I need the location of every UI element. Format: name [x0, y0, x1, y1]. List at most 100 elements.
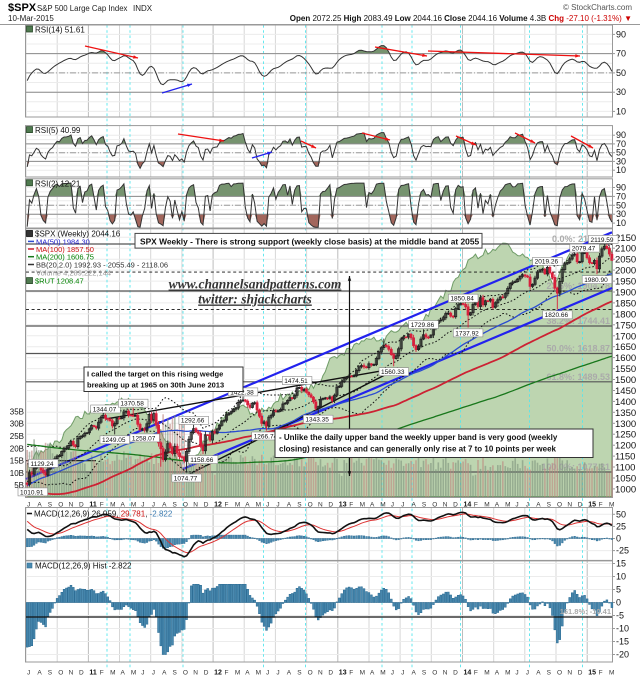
svg-text:1344.07: 1344.07 [93, 406, 117, 413]
svg-text:closing) resistance and can ge: closing) resistance and can generally on… [279, 445, 557, 454]
svg-text:15: 15 [588, 502, 596, 509]
svg-text:61.8%: 1489.53: 61.8%: 1489.53 [546, 372, 610, 382]
svg-text:MACD(12,26,9) 26.959, 29.781,: MACD(12,26,9) 26.959, 29.781, -2.822 [34, 510, 173, 519]
svg-text:M: M [505, 502, 510, 509]
svg-text:J: J [152, 502, 155, 509]
svg-text:1343.35: 1343.35 [305, 417, 329, 424]
svg-text:A: A [412, 502, 417, 509]
svg-text:A: A [370, 670, 375, 677]
svg-text:1820.66: 1820.66 [545, 312, 569, 319]
svg-text:1600: 1600 [615, 353, 636, 364]
svg-text:O: O [432, 502, 437, 509]
svg-text:30: 30 [616, 87, 626, 97]
svg-text:M: M [609, 670, 614, 677]
svg-text:10-Mar-2015: 10-Mar-2015 [8, 14, 54, 23]
svg-text:O: O [308, 502, 313, 509]
svg-text:M: M [256, 670, 261, 677]
svg-text:D: D [204, 670, 209, 677]
svg-text:2019.26: 2019.26 [535, 259, 559, 266]
svg-text:O: O [432, 670, 437, 677]
svg-text:N: N [69, 502, 74, 509]
svg-text:M: M [380, 670, 385, 677]
svg-text:MA(100) 1857.50: MA(100) 1857.50 [36, 245, 94, 254]
svg-text:J: J [391, 502, 394, 509]
svg-text:O: O [183, 670, 188, 677]
svg-text:S: S [48, 670, 53, 677]
svg-text:S: S [173, 502, 178, 509]
svg-text:10: 10 [616, 106, 626, 116]
svg-text:90: 90 [616, 183, 626, 193]
svg-text:A: A [495, 670, 500, 677]
svg-text:-5: -5 [616, 611, 624, 621]
svg-text:35B: 35B [10, 407, 24, 416]
svg-text:N: N [443, 670, 448, 677]
svg-text:F: F [474, 502, 478, 509]
svg-text:1000: 1000 [615, 484, 636, 495]
svg-text:50: 50 [616, 148, 626, 158]
svg-text:D: D [578, 502, 583, 509]
svg-text:1158.66: 1158.66 [190, 457, 213, 464]
svg-text:1729.86: 1729.86 [411, 322, 435, 329]
svg-text:J: J [276, 670, 279, 677]
svg-text:M: M [360, 670, 365, 677]
svg-text:A: A [37, 670, 42, 677]
svg-text:M: M [505, 670, 510, 677]
svg-text:N: N [567, 670, 572, 677]
svg-text:F: F [225, 670, 229, 677]
svg-text:D: D [79, 670, 84, 677]
svg-text:RSI(2) 12.21: RSI(2) 12.21 [35, 179, 81, 188]
svg-text:11: 11 [89, 502, 97, 509]
svg-text:twitter: shjackcharts: twitter: shjackcharts [198, 292, 312, 307]
svg-text:38.2%: 1744.41: 38.2%: 1744.41 [546, 316, 610, 326]
svg-text:1300: 1300 [615, 419, 636, 430]
svg-text:1737.92: 1737.92 [455, 330, 479, 337]
svg-text:M: M [484, 670, 489, 677]
svg-text:A: A [495, 502, 500, 509]
svg-text:S: S [422, 670, 427, 677]
svg-text:$SPX: $SPX [8, 2, 37, 14]
svg-text:J: J [266, 502, 269, 509]
svg-text:1500: 1500 [615, 375, 636, 386]
svg-text:1050: 1050 [615, 474, 636, 485]
svg-text:D: D [453, 670, 458, 677]
svg-text:1350: 1350 [615, 408, 636, 419]
svg-text:D: D [453, 502, 458, 509]
svg-text:N: N [193, 502, 198, 509]
svg-text:-20: -20 [616, 650, 629, 660]
svg-text:F: F [349, 670, 353, 677]
svg-text:J: J [391, 670, 394, 677]
svg-text:O: O [557, 670, 562, 677]
svg-text:A: A [245, 670, 250, 677]
svg-text:M: M [110, 502, 115, 509]
svg-text:50: 50 [616, 200, 626, 210]
svg-text:1266.74: 1266.74 [254, 433, 278, 440]
svg-text:J: J [515, 502, 518, 509]
svg-text:O: O [557, 502, 562, 509]
svg-text:S&P 500 Large Cap Index: S&P 500 Large Cap Index [37, 4, 128, 13]
svg-text:S: S [297, 670, 302, 677]
svg-text:J: J [141, 670, 144, 677]
svg-text:1700: 1700 [615, 331, 636, 342]
svg-text:0: 0 [616, 598, 621, 608]
svg-text:J: J [526, 502, 529, 509]
svg-text:30B: 30B [10, 420, 24, 429]
svg-text:J: J [276, 502, 279, 509]
svg-text:Volume 4,289,222,144: Volume 4,289,222,144 [36, 269, 111, 278]
svg-text:$SPX (Weekly) 2044.16: $SPX (Weekly) 2044.16 [35, 230, 121, 239]
svg-text:D: D [328, 502, 333, 509]
svg-text:A: A [121, 670, 126, 677]
svg-text:MA(200) 1606.75: MA(200) 1606.75 [36, 253, 94, 262]
svg-text:A: A [536, 670, 541, 677]
svg-text:10B: 10B [10, 469, 24, 478]
svg-text:-15: -15 [616, 637, 629, 647]
svg-text:1850.84: 1850.84 [450, 296, 474, 303]
svg-text:13: 13 [339, 670, 347, 677]
svg-text:MA(50) 1984.30: MA(50) 1984.30 [36, 237, 90, 246]
svg-text:N: N [69, 670, 74, 677]
svg-text:A: A [536, 502, 541, 509]
svg-text:10: 10 [616, 218, 626, 228]
svg-text:14: 14 [464, 670, 472, 677]
svg-text:1474.51: 1474.51 [284, 378, 308, 385]
svg-text:J: J [27, 502, 30, 509]
svg-text:D: D [328, 670, 333, 677]
